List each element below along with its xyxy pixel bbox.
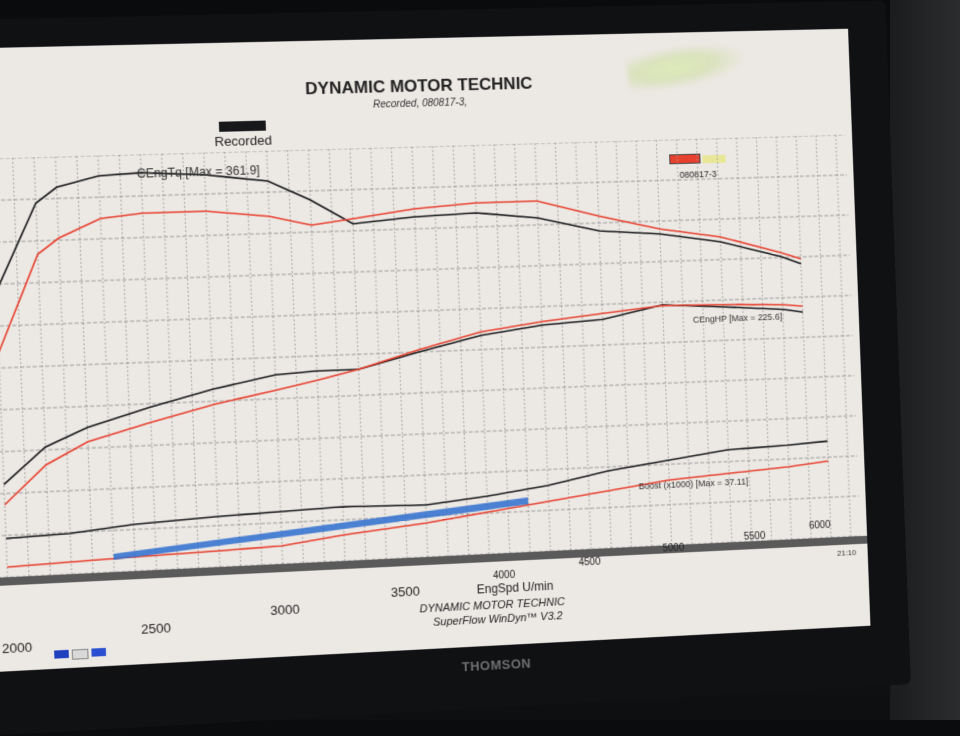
x-tick: 2500 (140, 620, 172, 637)
legend-swatch-black (219, 120, 267, 132)
taskbar-app-icon[interactable] (54, 649, 69, 659)
legend-label: Recorded (214, 132, 273, 150)
series-line (0, 301, 809, 505)
x-tick: 5500 (743, 530, 766, 543)
x-tick: 2000 (1, 639, 33, 657)
x-tick: 3000 (270, 601, 300, 619)
monitor-brand-logo: THOMSON (461, 655, 532, 675)
dyno-plot (0, 135, 860, 578)
x-tick: 5000 (662, 542, 685, 555)
plot-area: CEngTq [Max = 361.9] CEngHP [Max = 225.6… (0, 135, 860, 578)
taskbar-window-icon[interactable] (71, 648, 89, 660)
x-tick: 4500 (578, 556, 601, 569)
clock-timestamp: 21:10 (836, 548, 857, 558)
x-tick: 6000 (808, 519, 831, 532)
x-tick: 3500 (390, 583, 421, 600)
taskbar-app-icon[interactable] (91, 647, 107, 657)
legend-recorded: Recorded (214, 120, 272, 149)
series-line (0, 193, 803, 353)
monitor: DYNAMIC MOTOR TECHNIC Recorded, 080817-3… (0, 28, 871, 675)
shaded-band (112, 497, 530, 560)
taskbar (54, 647, 107, 661)
x-axis-label: EngSpd U/min (476, 578, 554, 597)
dyno-screen: DYNAMIC MOTOR TECHNIC Recorded, 080817-3… (0, 28, 871, 673)
